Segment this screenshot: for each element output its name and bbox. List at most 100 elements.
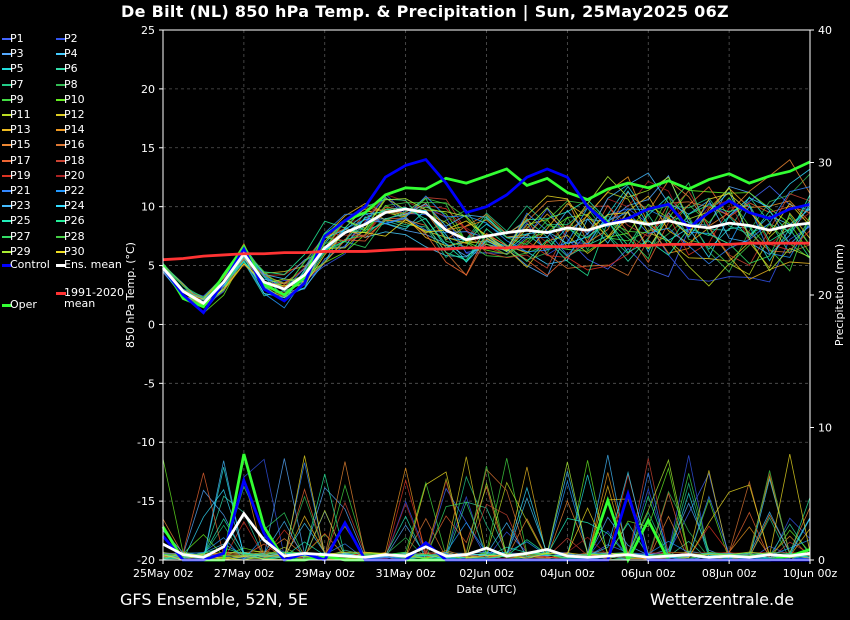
y-tick-label: -10 (137, 436, 155, 449)
member-temp-line-P8 (162, 173, 811, 298)
legend-label: P17 (10, 153, 31, 167)
legend-swatch (2, 114, 12, 116)
legend-swatch (56, 68, 66, 71)
legend-swatch (56, 205, 66, 208)
legend-label: P9 (10, 92, 24, 106)
legend-swatch (2, 129, 12, 132)
legend-swatch (2, 304, 12, 307)
y2-axis-label: Precipitation (mm) (833, 244, 846, 346)
y-tick-label: -5 (144, 377, 155, 390)
legend-label: 1991-2020 mean (64, 286, 124, 310)
member-temp-line-P24 (162, 168, 811, 301)
legend-label: P2 (64, 32, 78, 45)
x-tick-label: 02Jun 00z (459, 567, 514, 580)
legend-label: P1 (10, 32, 24, 45)
y2-tick-label: 20 (818, 289, 832, 302)
y2-tick-label: 10 (818, 422, 832, 435)
legend-label: Oper (10, 298, 37, 311)
legend-label: P28 (64, 229, 85, 243)
footer-source-label: Wetterzentrale.de (650, 590, 795, 609)
x-tick-label: 27May 00z (214, 567, 274, 580)
y-tick-label: 10 (141, 201, 155, 214)
member-precip-line-P7 (162, 475, 811, 561)
legend-label: P6 (64, 62, 78, 76)
legend-label: P23 (10, 199, 31, 213)
legend-swatch (56, 144, 66, 147)
legend-swatch (2, 205, 12, 208)
legend-label: P11 (10, 108, 31, 121)
legend-label: P30 (64, 244, 85, 258)
x-tick-label: 29May 00z (295, 567, 355, 580)
legend-swatch (56, 159, 66, 162)
legend-swatch (56, 220, 66, 223)
legend-label: P15 (10, 138, 31, 152)
y-axis-label: 850 hPa Temp. (°C) (124, 242, 137, 348)
y2-tick-label: 0 (818, 554, 825, 567)
legend-label: P7 (10, 77, 24, 91)
legend-label: P20 (64, 168, 85, 182)
member-temp-line-P29 (162, 175, 811, 300)
legend-swatch (2, 220, 12, 223)
member-precip-line-P29 (162, 458, 811, 561)
legend-swatch (2, 235, 12, 238)
legend-swatch (56, 98, 66, 101)
footer-model-label: GFS Ensemble, 52N, 5E (120, 590, 308, 609)
series-precip-line-ens-mean (162, 511, 811, 559)
legend-label: P26 (64, 214, 85, 228)
legend-label: P14 (64, 123, 85, 137)
series-temp-line-1991-2020-mean (162, 241, 810, 262)
chart-title: De Bilt (NL) 850 hPa Temp. & Precipitati… (121, 2, 729, 21)
series-temp-line-control (161, 157, 811, 315)
legend-label: Control (10, 258, 50, 271)
y-tick-label: 20 (141, 83, 155, 96)
legend-swatch (56, 292, 66, 295)
x-tick-label: 31May 00z (376, 567, 436, 580)
legend-swatch (56, 114, 66, 116)
legend-swatch (2, 98, 12, 101)
legend-swatch (2, 174, 12, 177)
legend-label: P18 (64, 153, 85, 167)
x-axis-label: Date (UTC) (456, 583, 516, 596)
legend-swatch (2, 38, 12, 40)
legend-swatch (56, 250, 66, 253)
legend-label: P8 (64, 77, 78, 91)
legend-label: P19 (10, 168, 31, 182)
x-tick-label: 25May 00z (133, 567, 193, 580)
legend-swatch (2, 190, 12, 192)
legend-swatch (56, 129, 66, 132)
x-tick-label: 08Jun 00z (702, 567, 757, 580)
legend: P1 P2 P3 P4 P5 P6 P7 P8 P9 P10 P11 P12 P13 P14 P15 P16 P… (0, 0, 130, 320)
legend-swatch (2, 159, 12, 162)
legend-label: P10 (64, 92, 85, 106)
member-precip-line-P30 (162, 454, 811, 561)
series-temp-line-oper (161, 160, 811, 309)
legend-label: P24 (64, 199, 85, 213)
y-tick-label: 25 (141, 24, 155, 37)
legend-label: P3 (10, 47, 24, 61)
legend-label: P22 (64, 184, 85, 197)
legend-label: P5 (10, 62, 24, 76)
legend-label: P21 (10, 184, 31, 197)
legend-swatch (56, 190, 66, 192)
legend-swatch (56, 83, 66, 86)
series-temp-line-ens-mean (161, 207, 811, 306)
x-tick-label: 04Jun 00z (540, 567, 595, 580)
x-tick-label: 06Jun 00z (621, 567, 676, 580)
y-tick-label: 5 (148, 260, 155, 273)
legend-swatch (56, 38, 66, 40)
y2-tick-label: 40 (818, 24, 832, 37)
legend-swatch (56, 235, 66, 238)
legend-swatch (56, 53, 66, 56)
legend-swatch (2, 68, 12, 71)
legend-swatch (2, 53, 12, 56)
member-temp-line-P23 (162, 172, 811, 306)
legend-swatch (2, 83, 12, 86)
legend-label: P16 (64, 138, 85, 152)
y-tick-label: 15 (141, 142, 155, 155)
y-tick-label: -20 (137, 554, 155, 567)
legend-label: P29 (10, 244, 31, 258)
legend-swatch (2, 250, 12, 253)
y-tick-label: 0 (148, 318, 155, 331)
x-tick-label: 10Jun 00z (783, 567, 838, 580)
